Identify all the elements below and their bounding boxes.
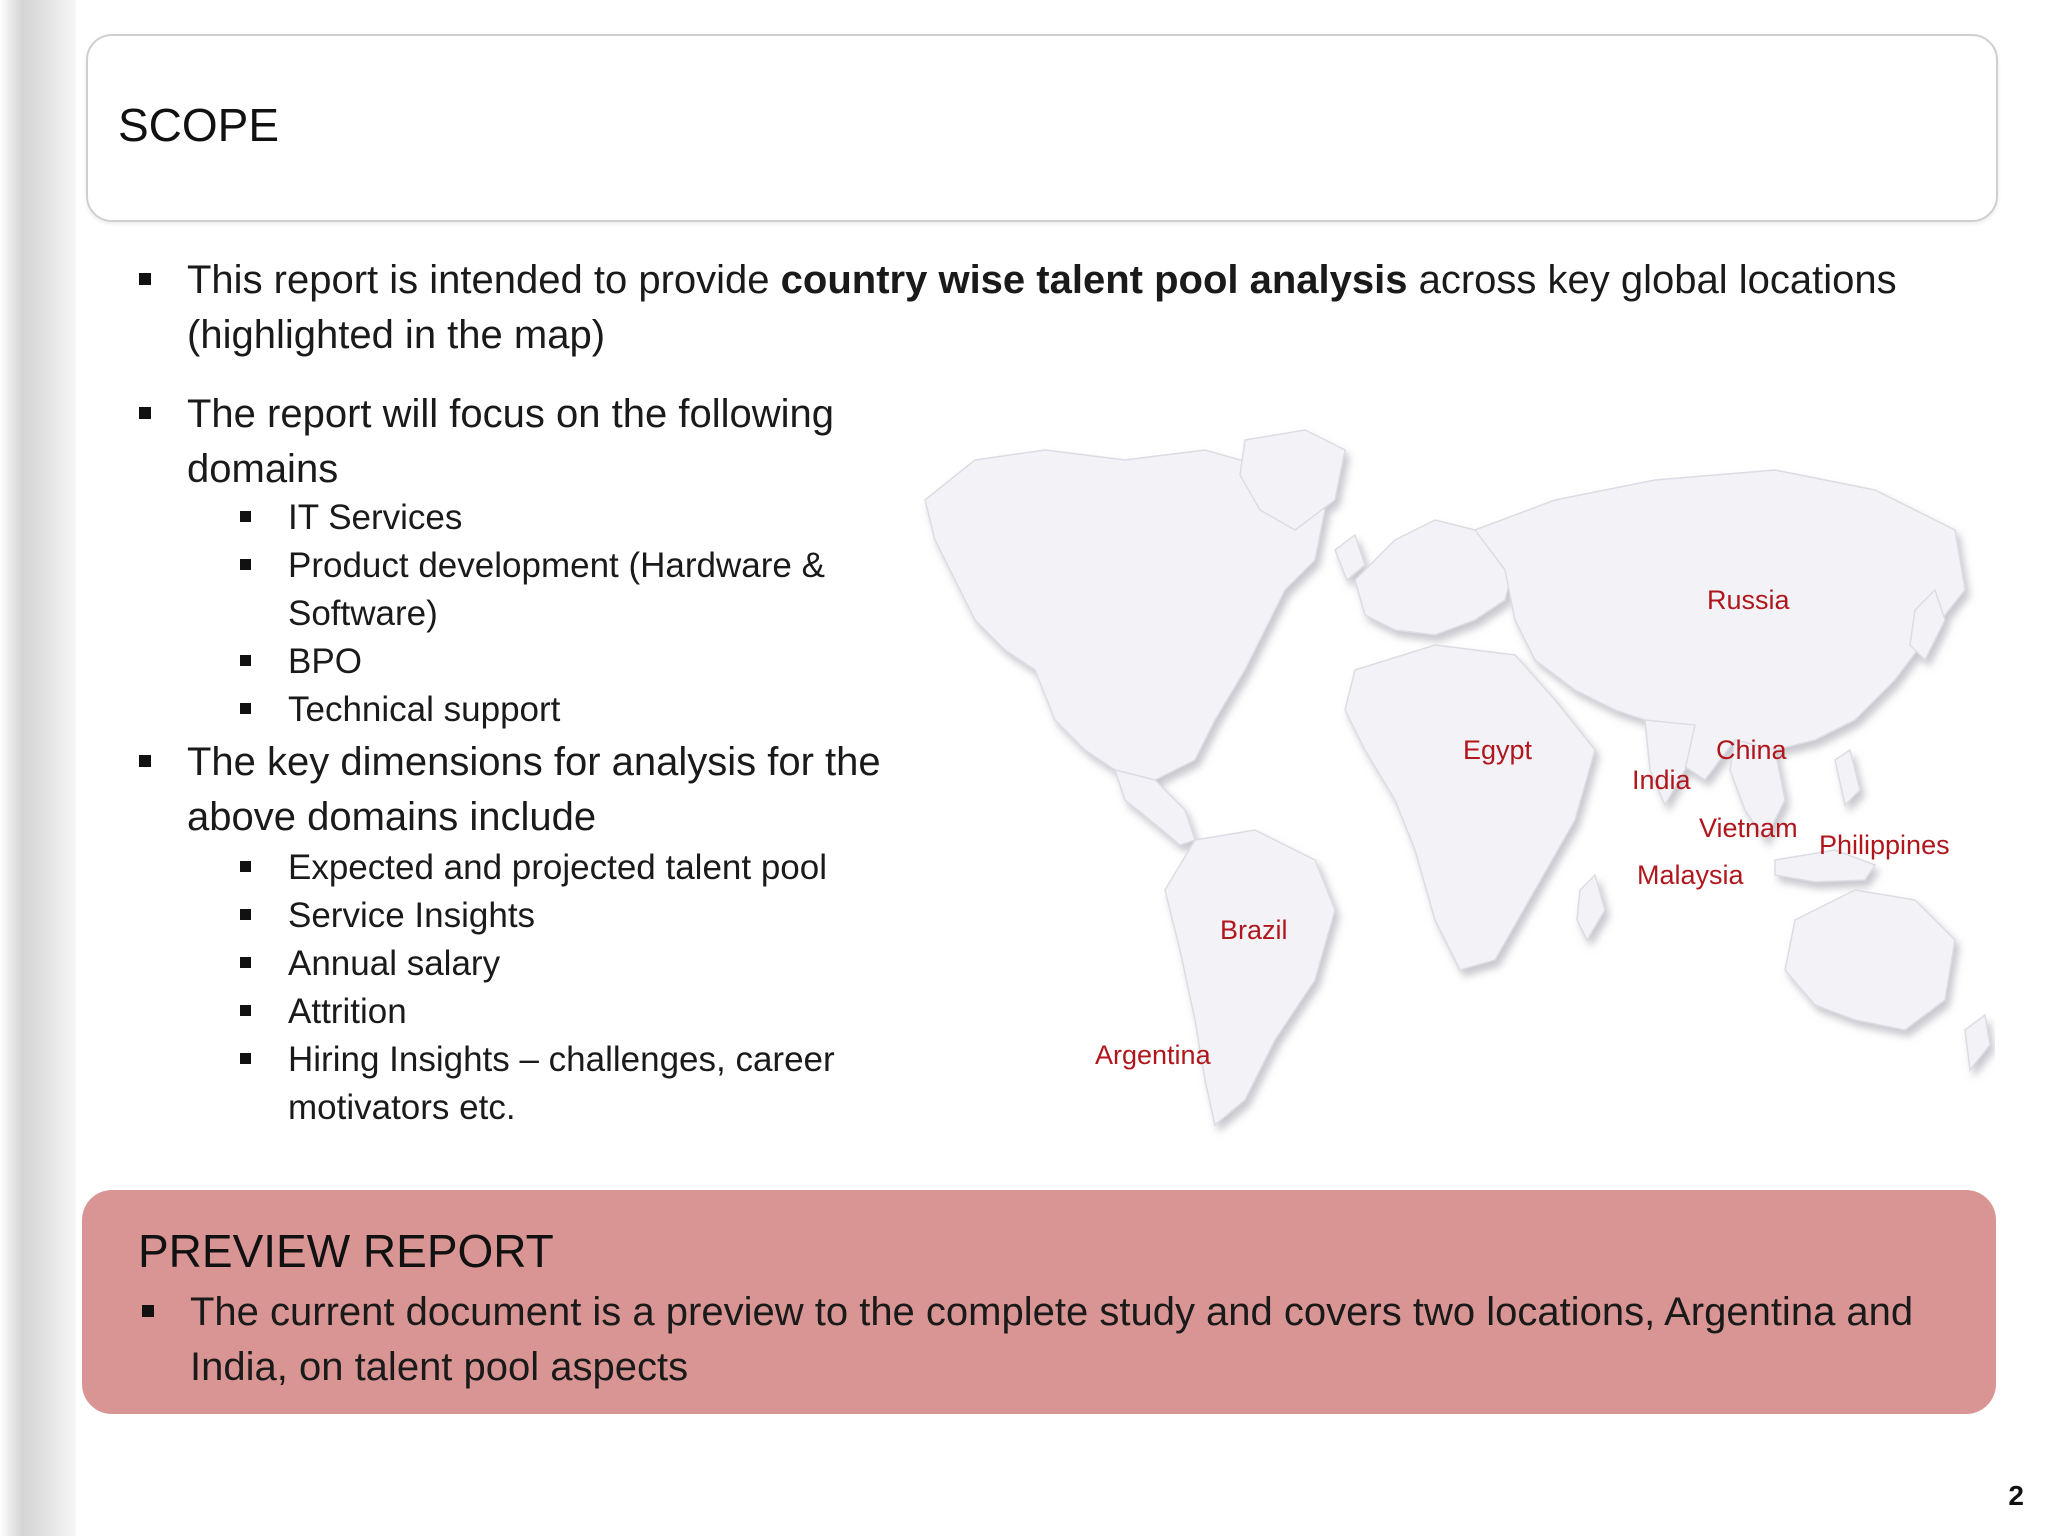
list-item: IT Services: [240, 494, 930, 542]
country-label-india: India: [1632, 765, 1691, 795]
country-label-argentina: Argentina: [1095, 1040, 1211, 1070]
list-item: Service Insights: [240, 892, 930, 940]
list-item: Expected and projected talent pool: [240, 844, 930, 892]
list-item: BPO: [240, 638, 930, 686]
bullet-square-icon: [240, 655, 251, 666]
bullet-square-icon: [240, 1053, 251, 1064]
central-america-shape: [1113, 768, 1196, 846]
country-label-china: China: [1716, 735, 1787, 765]
list-item: Annual salary: [240, 940, 930, 988]
country-label-brazil: Brazil: [1220, 915, 1288, 945]
india-peninsula-shape: [1644, 719, 1696, 807]
list-item: Attrition: [240, 988, 930, 1036]
list-item: Product development (Hardware & Software…: [240, 542, 930, 638]
world-map: Russia Egypt China India Vietnam Philipp…: [915, 420, 1995, 1140]
bullet-square-icon: [139, 755, 151, 767]
madagascar-shape: [1576, 873, 1606, 942]
dimensions-bullet: The key dimensions for analysis for the …: [139, 735, 919, 845]
country-label-vietnam: Vietnam: [1699, 813, 1798, 843]
indonesia-shape: [1774, 849, 1877, 883]
bullet-square-icon: [240, 511, 251, 522]
intro-text-post: across key global locations (highlighted…: [187, 258, 1897, 357]
bullet-square-icon: [240, 703, 251, 714]
domains-list: IT Services Product development (Hardwar…: [240, 494, 930, 734]
bullet-square-icon: [240, 1005, 251, 1016]
southeast-asia-shape: [1729, 739, 1786, 842]
bullet-square-icon: [142, 1305, 154, 1317]
country-label-philippines: Philippines: [1819, 830, 1950, 860]
intro-bullet: This report is intended to provide count…: [139, 253, 1969, 363]
bullet-square-icon: [240, 957, 251, 968]
south-america-shape: [1164, 829, 1336, 1127]
domains-bullet: The report will focus on the following d…: [139, 387, 919, 497]
list-item: Technical support: [240, 686, 930, 734]
uk-shape: [1334, 533, 1366, 582]
country-label-malaysia: Malaysia: [1637, 860, 1744, 890]
japan-shape: [1909, 588, 1946, 662]
slide-title: SCOPE: [118, 99, 280, 151]
africa-shape: [1344, 644, 1596, 971]
page-number: 2: [2008, 1480, 2024, 1511]
left-edge-bar: [0, 0, 76, 1536]
bullet-square-icon: [139, 273, 151, 285]
world-map-graphic: [924, 429, 1991, 1127]
dimensions-text: The key dimensions for analysis for the …: [187, 740, 881, 839]
north-america-shape: [924, 449, 1326, 781]
intro-text-pre: This report is intended to provide: [187, 258, 781, 302]
preview-text: The current document is a preview to the…: [190, 1290, 1914, 1389]
philippines-shape: [1834, 748, 1861, 807]
bullet-square-icon: [240, 861, 251, 872]
bullet-square-icon: [240, 559, 251, 570]
intro-text-bold: country wise talent pool analysis: [780, 258, 1408, 302]
preview-bullet: The current document is a preview to the…: [142, 1285, 1972, 1395]
list-item: Hiring Insights – challenges, career mot…: [240, 1036, 930, 1132]
bullet-square-icon: [240, 909, 251, 920]
country-label-egypt: Egypt: [1463, 735, 1533, 765]
australia-shape: [1784, 889, 1956, 1031]
europe-shape: [1354, 519, 1516, 636]
dimensions-list: Expected and projected talent pool Servi…: [240, 844, 930, 1132]
country-label-russia: Russia: [1707, 585, 1790, 615]
new-zealand-shape: [1964, 1013, 1991, 1072]
domains-text: The report will focus on the following d…: [187, 392, 834, 491]
asia-shape: [1473, 469, 1966, 782]
bullet-square-icon: [139, 407, 151, 419]
title-box: SCOPE: [86, 34, 1998, 222]
preview-report-box: PREVIEW REPORT The current document is a…: [82, 1190, 1996, 1414]
preview-title: PREVIEW REPORT: [138, 1225, 554, 1277]
greenland-shape: [1239, 429, 1346, 531]
